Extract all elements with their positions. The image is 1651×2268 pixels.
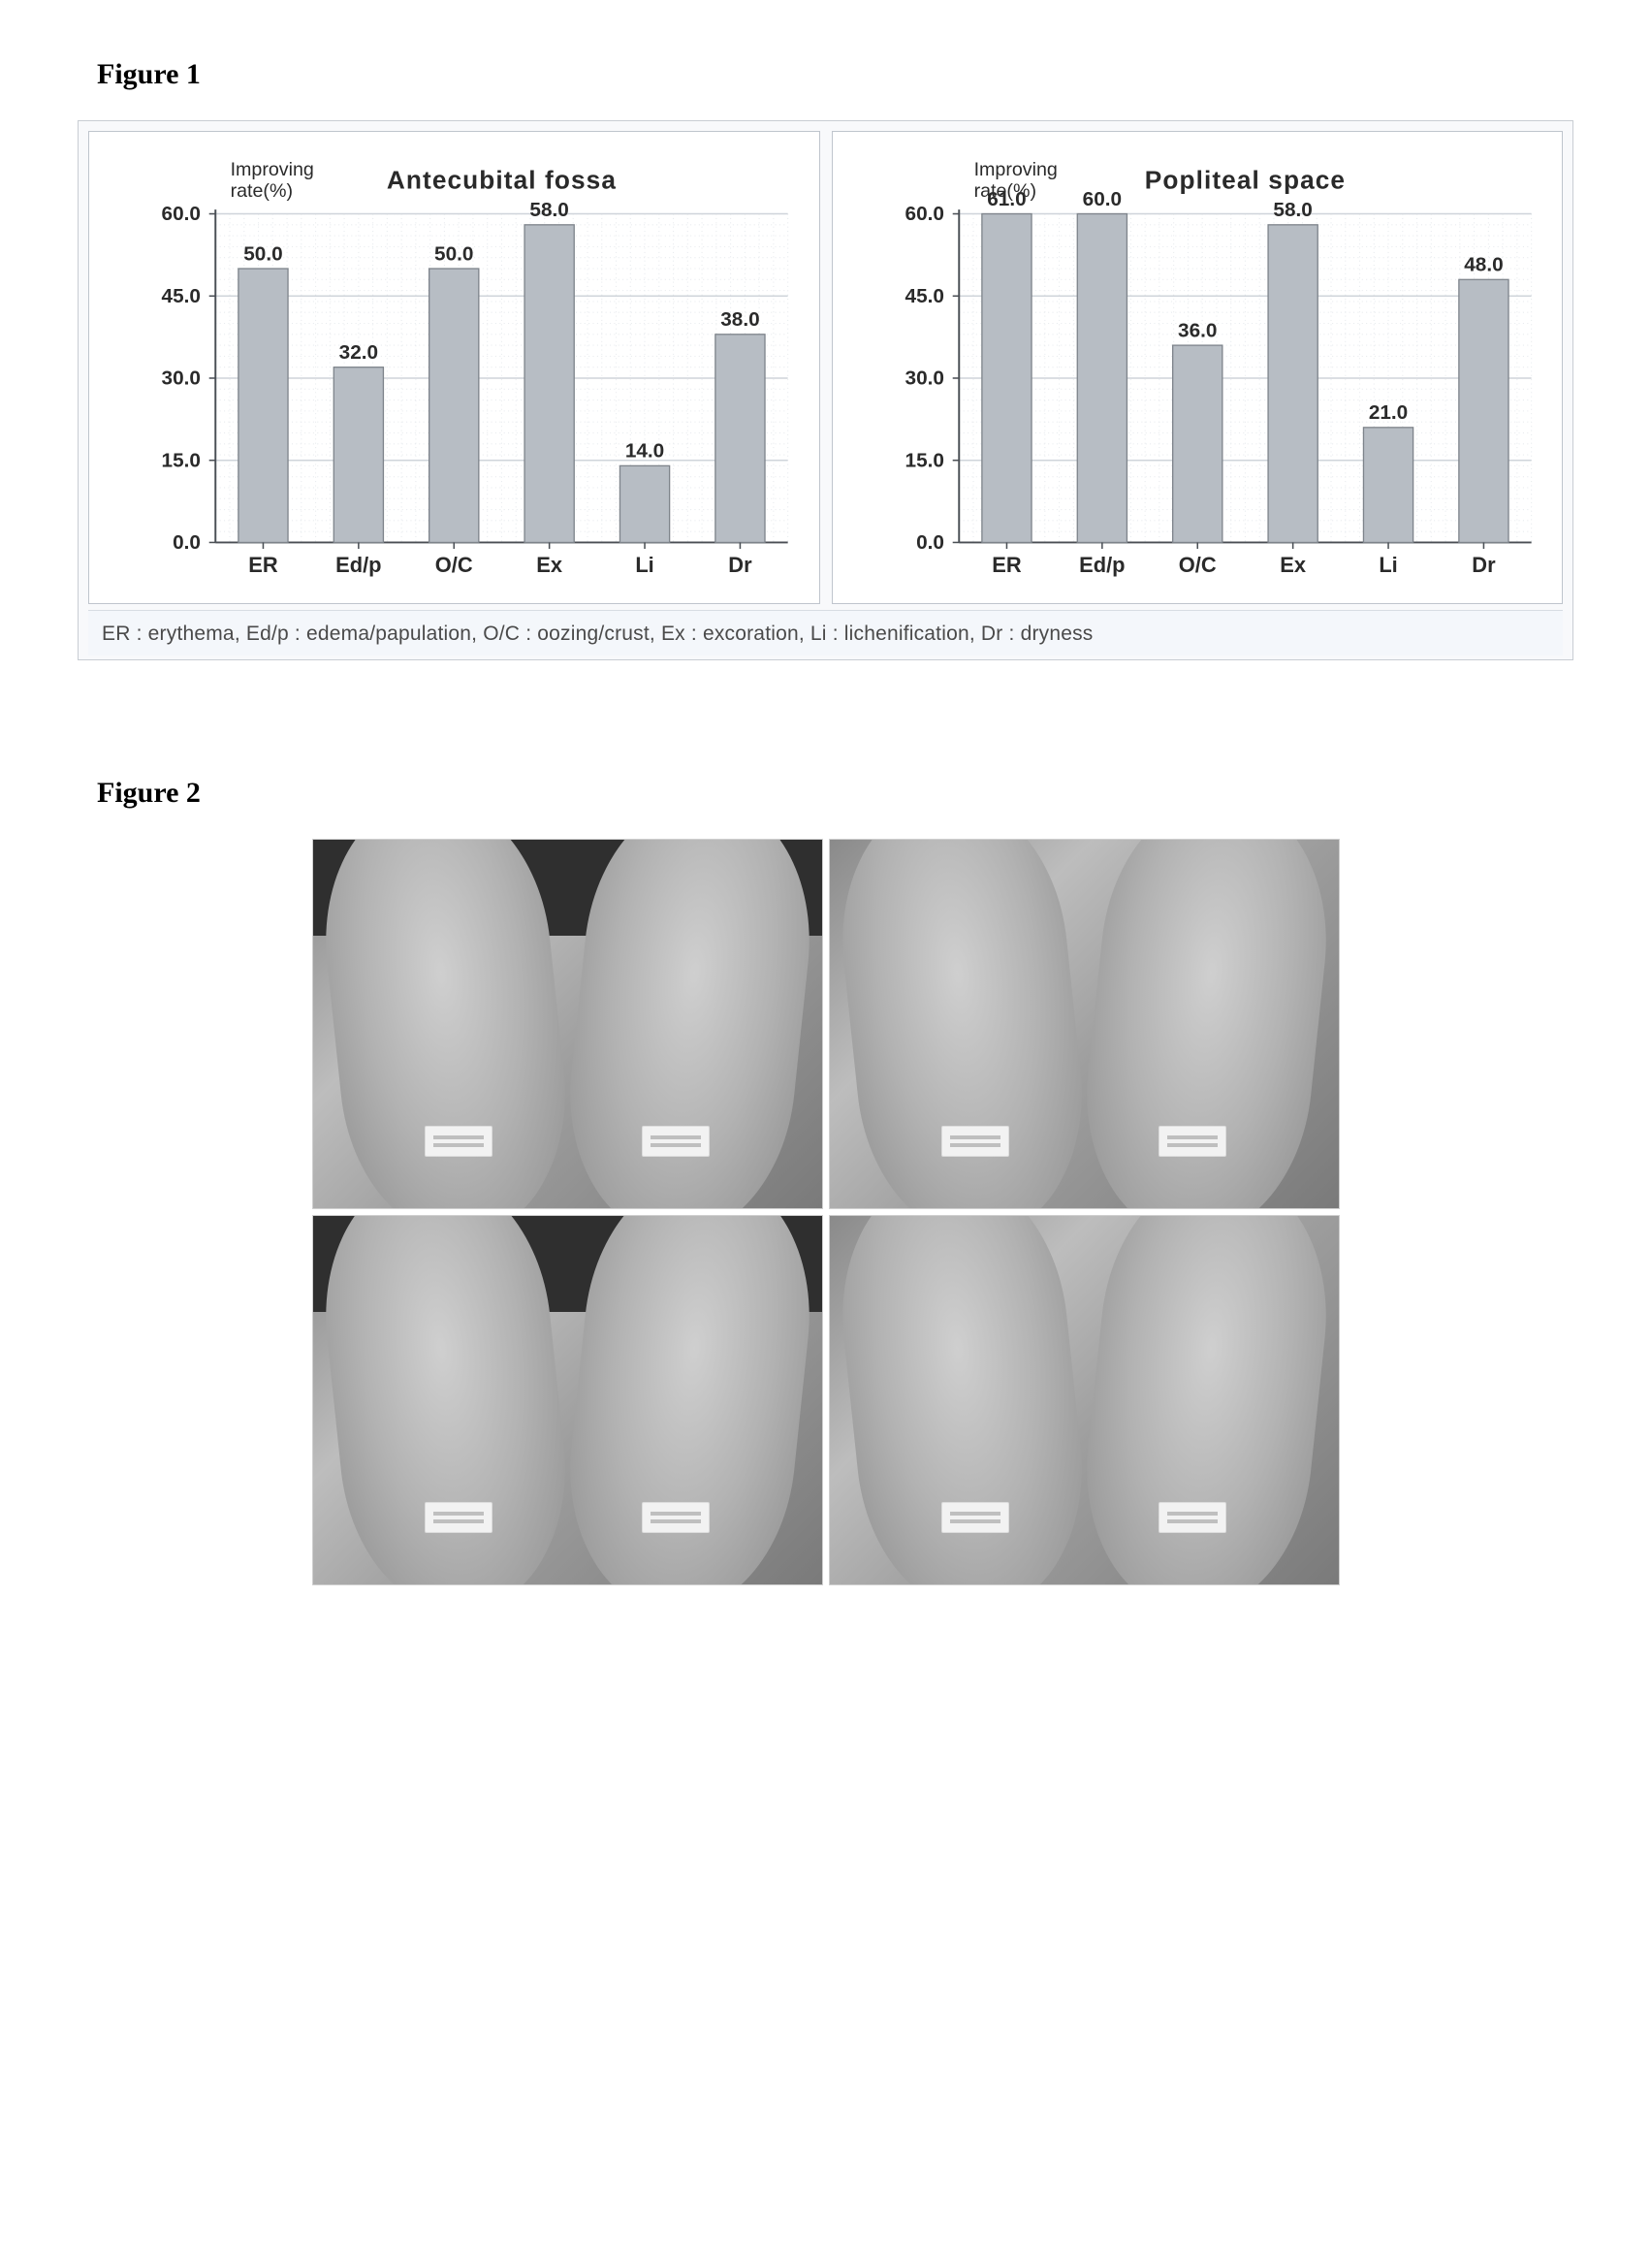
svg-text:Ex: Ex xyxy=(536,553,562,577)
id-tag xyxy=(642,1502,710,1533)
photo-popliteal-after xyxy=(829,1215,1340,1585)
svg-text:O/C: O/C xyxy=(1178,553,1216,577)
svg-text:21.0: 21.0 xyxy=(1368,401,1407,424)
svg-text:32.0: 32.0 xyxy=(339,341,378,364)
svg-text:48.0: 48.0 xyxy=(1464,254,1503,276)
svg-text:60.0: 60.0 xyxy=(1082,188,1121,210)
charts-row: 0.0 15.0 30.0 45.0 60.0 50.0 ER 32.0 Ed/p 50.0 O/C… xyxy=(88,131,1563,604)
svg-text:0.0: 0.0 xyxy=(916,531,944,554)
svg-text:Popliteal space: Popliteal space xyxy=(1144,165,1345,194)
svg-text:Ex: Ex xyxy=(1280,553,1306,577)
svg-text:rate(%): rate(%) xyxy=(231,180,293,202)
svg-text:15.0: 15.0 xyxy=(905,449,943,471)
svg-text:Ed/p: Ed/p xyxy=(335,553,381,577)
svg-text:Dr: Dr xyxy=(728,553,752,577)
svg-text:30.0: 30.0 xyxy=(905,367,943,390)
id-tag xyxy=(941,1126,1009,1157)
chart-antecubital: 0.0 15.0 30.0 45.0 60.0 50.0 ER 32.0 Ed/p 50.0 O/C… xyxy=(99,140,810,595)
svg-text:45.0: 45.0 xyxy=(162,285,201,307)
svg-text:Improving: Improving xyxy=(973,159,1057,180)
svg-text:Ed/p: Ed/p xyxy=(1079,553,1125,577)
svg-text:Improving: Improving xyxy=(231,159,314,180)
id-tag xyxy=(425,1502,492,1533)
id-tag xyxy=(1159,1126,1226,1157)
svg-text:50.0: 50.0 xyxy=(243,242,282,265)
chart-panel-popliteal: 0.015.030.045.060.061.0ER60.0Ed/p36.0O/C… xyxy=(832,131,1564,604)
svg-text:Li: Li xyxy=(1379,553,1397,577)
figure2-label: Figure 2 xyxy=(97,777,1573,810)
svg-text:58.0: 58.0 xyxy=(529,199,568,221)
svg-text:38.0: 38.0 xyxy=(720,308,759,331)
svg-text:60.0: 60.0 xyxy=(162,203,201,225)
svg-text:ER: ER xyxy=(992,553,1022,577)
svg-text:60.0: 60.0 xyxy=(905,203,943,225)
svg-text:15.0: 15.0 xyxy=(162,449,201,471)
figure1-container: 0.0 15.0 30.0 45.0 60.0 50.0 ER 32.0 Ed/p 50.0 O/C… xyxy=(78,120,1573,660)
photo-antecubital-before xyxy=(312,839,823,1209)
svg-text:50.0: 50.0 xyxy=(434,242,473,265)
svg-text:O/C: O/C xyxy=(435,553,473,577)
id-tag xyxy=(425,1126,492,1157)
svg-text:Li: Li xyxy=(635,553,653,577)
chart-popliteal: 0.015.030.045.060.061.0ER60.0Ed/p36.0O/C… xyxy=(842,140,1553,595)
photo-antecubital-after xyxy=(312,1215,823,1585)
svg-text:ER: ER xyxy=(248,553,278,577)
svg-text:0.0: 0.0 xyxy=(173,531,201,554)
svg-text:14.0: 14.0 xyxy=(625,440,664,463)
chart-legend: ER : erythema, Ed/p : edema/papulation, … xyxy=(88,610,1563,655)
svg-text:58.0: 58.0 xyxy=(1273,199,1312,221)
svg-text:Dr: Dr xyxy=(1472,553,1496,577)
svg-text:rate(%): rate(%) xyxy=(973,180,1035,202)
svg-text:Antecubital fossa: Antecubital fossa xyxy=(387,165,617,194)
id-tag xyxy=(642,1126,710,1157)
photo-popliteal-before xyxy=(829,839,1340,1209)
id-tag xyxy=(941,1502,1009,1533)
chart-panel-antecubital: 0.0 15.0 30.0 45.0 60.0 50.0 ER 32.0 Ed/p 50.0 O/C… xyxy=(88,131,820,604)
id-tag xyxy=(1159,1502,1226,1533)
svg-text:36.0: 36.0 xyxy=(1178,319,1217,341)
figure2-photo-grid xyxy=(312,839,1340,1585)
figure1-label: Figure 1 xyxy=(97,58,1573,91)
svg-text:45.0: 45.0 xyxy=(905,285,943,307)
svg-text:30.0: 30.0 xyxy=(162,367,201,390)
